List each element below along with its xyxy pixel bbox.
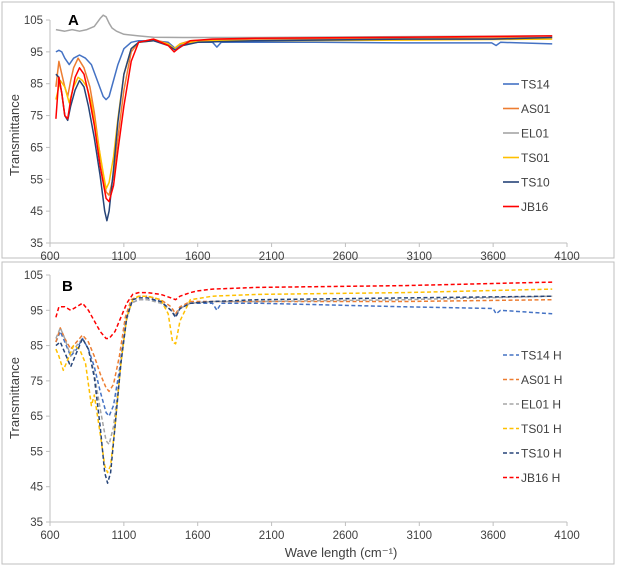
panel-a-y-tick-label: 45: [30, 206, 43, 218]
panel-b-series-jb16-h-line: [55, 281, 553, 340]
panel-a-legend-label-jb16: JB16: [521, 200, 549, 214]
panel-a-x-tick-label: 2100: [259, 251, 285, 263]
panel-b-frame: [1, 261, 615, 565]
panel-b-y-tick-label: 85: [30, 341, 43, 353]
panel-a-x-tick-label: 600: [40, 251, 59, 263]
panel-a-legend-label-ts01: TS01: [521, 151, 550, 165]
panel-b-y-tick-label: 65: [30, 411, 43, 423]
panel-a-legend-label-as01: AS01: [521, 102, 551, 116]
panel-a-y-tick-label: 65: [30, 142, 43, 154]
panel-b-y-tick-label: 55: [30, 446, 43, 458]
panel-a-legend-label-ts14: TS14: [521, 78, 550, 92]
panel-a-x-tick-label: 4100: [554, 251, 580, 263]
panel-b-x-tick-label: 600: [40, 530, 59, 542]
panel-a-x-tick-label: 3100: [406, 251, 432, 263]
panel-b-x-tick-label: 3600: [480, 530, 506, 542]
panel-b-legend-label-ts01-h: TS01 H: [521, 422, 562, 436]
panel-a-series-el01-line: [55, 14, 553, 39]
panel-b-x-tick-label: 4100: [554, 530, 580, 542]
panel-a-x-tick-label: 2600: [333, 251, 359, 263]
panel-a-series-jb16-line: [55, 35, 553, 203]
panel-a-y-axis-title: Transmittance: [7, 94, 22, 176]
panel-b-legend-label-ts14-h: TS14 H: [521, 349, 562, 363]
panel-a-series-ts14-line: [55, 39, 553, 101]
panel-a-y-tick-label: 85: [30, 79, 43, 91]
panel-a-legend-label-ts10: TS10: [521, 176, 550, 190]
panel-b-x-tick-label: 1600: [185, 530, 211, 542]
panel-a-label: A: [68, 12, 79, 29]
panel-a: A Transmittance 35 45 55 65 75 85 95 105 600 1100…: [1, 1, 615, 263]
panel-b-y-tick-label: 75: [30, 376, 43, 388]
panel-b-y-tick-label: 35: [30, 517, 43, 529]
panel-a-axes: 35 45 55 65 75 85 95 105 600 1100 1600 2100 2600 3100…: [24, 15, 580, 263]
panel-b-label: B: [62, 278, 73, 295]
panel-b-x-tick-label: 2100: [259, 530, 285, 542]
panel-b-legend-label-ts10-h: TS10 H: [521, 447, 562, 461]
panel-a-y-tick-label: 75: [30, 111, 43, 123]
panel-b: B Transmittance Wave length (cm⁻¹) 35 45 5…: [1, 261, 615, 565]
panel-a-frame: [1, 1, 615, 259]
panel-b-y-tick-label: 45: [30, 482, 43, 494]
panel-b-axes: 35 45 55 65 75 85 95 105 600 1100 1600 2100 2600 3100…: [24, 270, 580, 542]
panel-b-series-as01-h-line: [55, 295, 553, 393]
panel-b-x-tick-label: 1100: [111, 530, 136, 542]
panel-b-y-axis-title: Transmittance: [7, 357, 22, 439]
panel-a-y-tick-label: 95: [30, 47, 43, 59]
panel-a-series: [55, 14, 553, 222]
panel-b-legend-label-jb16-h: JB16 H: [521, 471, 560, 485]
panel-b-x-tick-label: 3100: [406, 530, 432, 542]
panel-b-series: [55, 281, 553, 484]
panel-a-legend-label-el01: EL01: [521, 127, 549, 141]
panel-b-x-axis-title: Wave length (cm⁻¹): [285, 545, 398, 560]
panel-b-y-tick-label: 105: [24, 270, 43, 282]
panel-b-legend-label-el01-h: EL01 H: [521, 398, 561, 412]
panel-a-y-tick-label: 105: [24, 15, 43, 27]
panel-a-y-tick-label: 55: [30, 174, 43, 186]
panel-b-series-ts10-h-line: [55, 295, 553, 484]
panel-a-legend: TS14 AS01 EL01 TS01 TS10 JB16: [503, 78, 551, 214]
panel-a-x-tick-label: 1600: [185, 251, 211, 263]
panel-a-x-tick-label: 3600: [480, 251, 506, 263]
panel-a-y-tick-label: 35: [30, 238, 43, 250]
panel-b-legend-label-as01-h: AS01 H: [521, 373, 562, 387]
panel-b-x-tick-label: 2600: [333, 530, 359, 542]
panel-b-legend: TS14 H AS01 H EL01 H TS01 H TS10 H JB16 H: [503, 349, 562, 485]
panel-b-y-tick-label: 95: [30, 305, 43, 317]
panel-a-x-tick-label: 1100: [111, 251, 136, 263]
